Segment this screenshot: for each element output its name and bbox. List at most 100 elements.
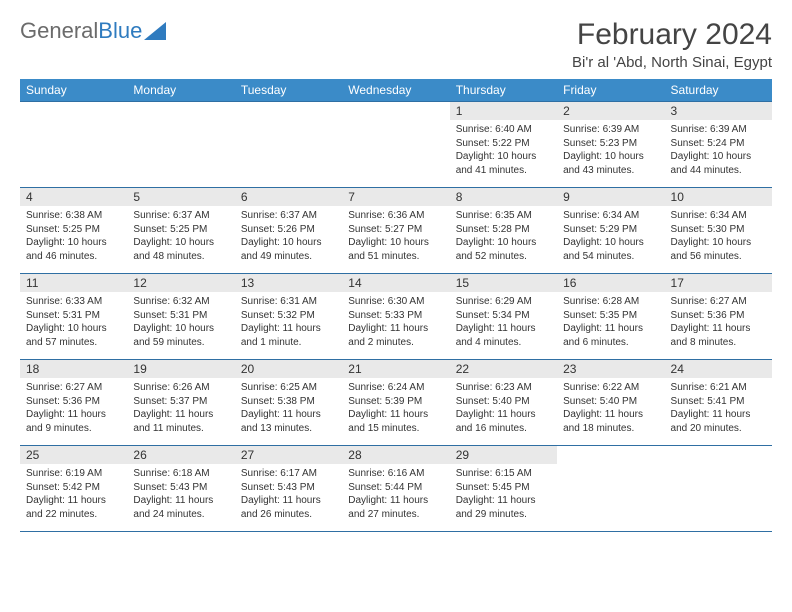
day-sunrise: Sunrise: 6:21 AM xyxy=(671,381,766,395)
day-body: Sunrise: 6:34 AMSunset: 5:30 PMDaylight:… xyxy=(665,206,772,267)
calendar-body: ....1Sunrise: 6:40 AMSunset: 5:22 PMDayl… xyxy=(20,102,772,532)
day-number: 1 xyxy=(450,102,557,120)
calendar-day-cell: 20Sunrise: 6:25 AMSunset: 5:38 PMDayligh… xyxy=(235,360,342,446)
calendar-day-cell: 9Sunrise: 6:34 AMSunset: 5:29 PMDaylight… xyxy=(557,188,664,274)
day-sunset: Sunset: 5:42 PM xyxy=(26,481,121,495)
day-body: Sunrise: 6:32 AMSunset: 5:31 PMDaylight:… xyxy=(127,292,234,353)
day-daylight2: and 22 minutes. xyxy=(26,508,121,522)
day-sunrise: Sunrise: 6:40 AM xyxy=(456,123,551,137)
day-body: Sunrise: 6:22 AMSunset: 5:40 PMDaylight:… xyxy=(557,378,664,439)
day-body: Sunrise: 6:36 AMSunset: 5:27 PMDaylight:… xyxy=(342,206,449,267)
day-body: Sunrise: 6:19 AMSunset: 5:42 PMDaylight:… xyxy=(20,464,127,525)
day-body: Sunrise: 6:31 AMSunset: 5:32 PMDaylight:… xyxy=(235,292,342,353)
weekday-header: Friday xyxy=(557,79,664,102)
day-body: Sunrise: 6:26 AMSunset: 5:37 PMDaylight:… xyxy=(127,378,234,439)
day-number: 8 xyxy=(450,188,557,206)
day-number: 9 xyxy=(557,188,664,206)
day-number: 13 xyxy=(235,274,342,292)
day-sunrise: Sunrise: 6:15 AM xyxy=(456,467,551,481)
day-daylight1: Daylight: 11 hours xyxy=(241,408,336,422)
calendar-day-cell: 22Sunrise: 6:23 AMSunset: 5:40 PMDayligh… xyxy=(450,360,557,446)
day-daylight1: Daylight: 10 hours xyxy=(348,236,443,250)
day-body: Sunrise: 6:34 AMSunset: 5:29 PMDaylight:… xyxy=(557,206,664,267)
day-number: 23 xyxy=(557,360,664,378)
calendar-week-row: 25Sunrise: 6:19 AMSunset: 5:42 PMDayligh… xyxy=(20,446,772,532)
day-sunset: Sunset: 5:35 PM xyxy=(563,309,658,323)
weekday-header: Monday xyxy=(127,79,234,102)
day-number: 12 xyxy=(127,274,234,292)
day-daylight1: Daylight: 10 hours xyxy=(671,150,766,164)
calendar-day-cell: 7Sunrise: 6:36 AMSunset: 5:27 PMDaylight… xyxy=(342,188,449,274)
day-daylight2: and 6 minutes. xyxy=(563,336,658,350)
day-daylight2: and 48 minutes. xyxy=(133,250,228,264)
day-daylight1: Daylight: 11 hours xyxy=(348,322,443,336)
day-daylight1: Daylight: 11 hours xyxy=(241,322,336,336)
day-daylight1: Daylight: 10 hours xyxy=(563,150,658,164)
day-daylight2: and 8 minutes. xyxy=(671,336,766,350)
day-sunset: Sunset: 5:38 PM xyxy=(241,395,336,409)
calendar-header-row: SundayMondayTuesdayWednesdayThursdayFrid… xyxy=(20,79,772,102)
location: Bi'r al 'Abd, North Sinai, Egypt xyxy=(572,54,772,71)
day-number: 4 xyxy=(20,188,127,206)
calendar-day-cell: 12Sunrise: 6:32 AMSunset: 5:31 PMDayligh… xyxy=(127,274,234,360)
day-daylight1: Daylight: 11 hours xyxy=(241,494,336,508)
day-daylight2: and 51 minutes. xyxy=(348,250,443,264)
day-number: 24 xyxy=(665,360,772,378)
calendar-day-cell: 25Sunrise: 6:19 AMSunset: 5:42 PMDayligh… xyxy=(20,446,127,532)
day-daylight1: Daylight: 11 hours xyxy=(133,494,228,508)
day-number: 21 xyxy=(342,360,449,378)
day-daylight2: and 16 minutes. xyxy=(456,422,551,436)
day-body: Sunrise: 6:15 AMSunset: 5:45 PMDaylight:… xyxy=(450,464,557,525)
day-daylight1: Daylight: 10 hours xyxy=(133,236,228,250)
day-sunrise: Sunrise: 6:31 AM xyxy=(241,295,336,309)
day-sunset: Sunset: 5:36 PM xyxy=(671,309,766,323)
day-daylight1: Daylight: 11 hours xyxy=(563,408,658,422)
day-daylight2: and 18 minutes. xyxy=(563,422,658,436)
day-sunset: Sunset: 5:40 PM xyxy=(456,395,551,409)
calendar-table: SundayMondayTuesdayWednesdayThursdayFrid… xyxy=(20,79,772,532)
day-number: 19 xyxy=(127,360,234,378)
day-sunset: Sunset: 5:22 PM xyxy=(456,137,551,151)
calendar-day-cell: 10Sunrise: 6:34 AMSunset: 5:30 PMDayligh… xyxy=(665,188,772,274)
day-body: Sunrise: 6:39 AMSunset: 5:24 PMDaylight:… xyxy=(665,120,772,181)
calendar-day-cell: 28Sunrise: 6:16 AMSunset: 5:44 PMDayligh… xyxy=(342,446,449,532)
day-sunset: Sunset: 5:30 PM xyxy=(671,223,766,237)
day-number: 18 xyxy=(20,360,127,378)
day-number: 29 xyxy=(450,446,557,464)
day-daylight2: and 59 minutes. xyxy=(133,336,228,350)
day-body: Sunrise: 6:30 AMSunset: 5:33 PMDaylight:… xyxy=(342,292,449,353)
day-number: 2 xyxy=(557,102,664,120)
day-sunrise: Sunrise: 6:34 AM xyxy=(563,209,658,223)
day-body: Sunrise: 6:17 AMSunset: 5:43 PMDaylight:… xyxy=(235,464,342,525)
day-number: 25 xyxy=(20,446,127,464)
logo-text-blue: Blue xyxy=(98,18,142,44)
day-number: 3 xyxy=(665,102,772,120)
weekday-header: Wednesday xyxy=(342,79,449,102)
calendar-day-cell: 15Sunrise: 6:29 AMSunset: 5:34 PMDayligh… xyxy=(450,274,557,360)
weekday-header: Thursday xyxy=(450,79,557,102)
day-sunset: Sunset: 5:34 PM xyxy=(456,309,551,323)
calendar-day-cell: 16Sunrise: 6:28 AMSunset: 5:35 PMDayligh… xyxy=(557,274,664,360)
day-number: 28 xyxy=(342,446,449,464)
day-sunset: Sunset: 5:36 PM xyxy=(26,395,121,409)
day-sunset: Sunset: 5:25 PM xyxy=(26,223,121,237)
day-daylight1: Daylight: 11 hours xyxy=(348,494,443,508)
day-daylight2: and 11 minutes. xyxy=(133,422,228,436)
day-number: 26 xyxy=(127,446,234,464)
calendar-day-cell: . xyxy=(665,446,772,532)
day-sunrise: Sunrise: 6:27 AM xyxy=(671,295,766,309)
day-daylight2: and 26 minutes. xyxy=(241,508,336,522)
day-sunrise: Sunrise: 6:37 AM xyxy=(241,209,336,223)
day-daylight1: Daylight: 10 hours xyxy=(133,322,228,336)
day-sunrise: Sunrise: 6:22 AM xyxy=(563,381,658,395)
day-daylight2: and 54 minutes. xyxy=(563,250,658,264)
day-body: Sunrise: 6:27 AMSunset: 5:36 PMDaylight:… xyxy=(665,292,772,353)
day-number: 10 xyxy=(665,188,772,206)
day-daylight1: Daylight: 10 hours xyxy=(456,236,551,250)
calendar-day-cell: 23Sunrise: 6:22 AMSunset: 5:40 PMDayligh… xyxy=(557,360,664,446)
day-number: 27 xyxy=(235,446,342,464)
day-sunrise: Sunrise: 6:17 AM xyxy=(241,467,336,481)
day-daylight1: Daylight: 11 hours xyxy=(456,494,551,508)
day-body: Sunrise: 6:39 AMSunset: 5:23 PMDaylight:… xyxy=(557,120,664,181)
day-number: 20 xyxy=(235,360,342,378)
